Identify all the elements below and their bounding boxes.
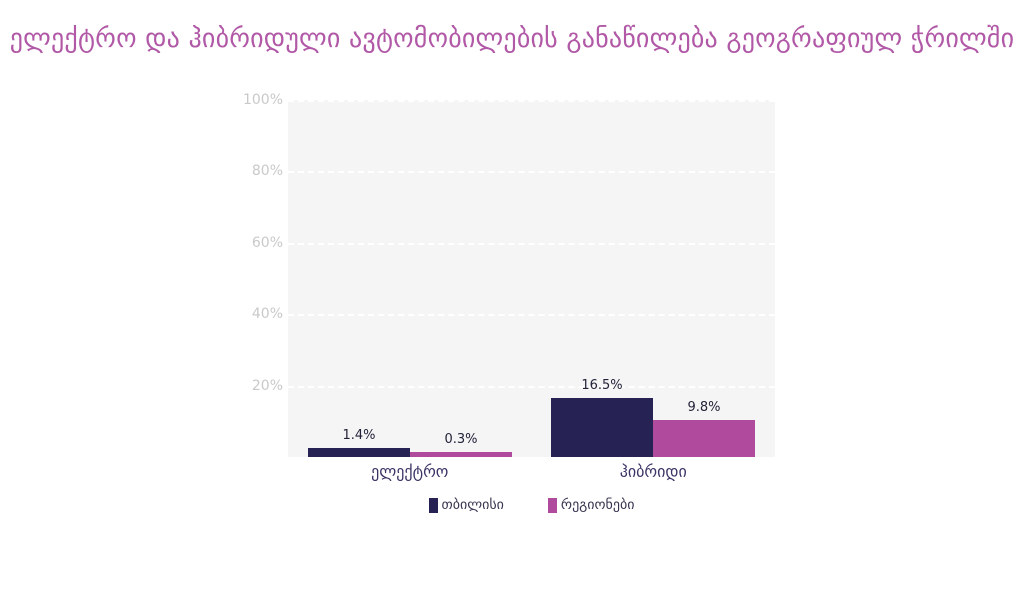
legend-label: რეგიონები <box>560 497 635 513</box>
x-category-label: ელექტრო <box>371 462 449 481</box>
bar-value-label: 16.5% <box>581 378 623 393</box>
grid-line <box>288 314 775 317</box>
y-axis-tick-label: 100% <box>242 92 283 108</box>
bar-value-label: 9.8% <box>687 400 721 415</box>
grid-line <box>288 385 775 388</box>
y-axis-tick-label: 40% <box>251 306 283 323</box>
legend-swatch <box>547 497 557 513</box>
x-category-label: ჰიბრიდი <box>619 462 687 481</box>
chart-title: ელექტრო და ჰიბრიდული ავტომობილების განაწ… <box>9 24 1015 54</box>
plot-area <box>288 100 775 457</box>
legend-item: რეგიონები <box>547 497 635 513</box>
grid-line <box>288 171 775 174</box>
legend: თბილისი რეგიონები <box>288 497 775 513</box>
bar-value-label: 0.3% <box>444 432 478 447</box>
y-axis-tick-label: 80% <box>251 163 283 180</box>
legend-swatch <box>428 497 438 513</box>
bar-value-label: 1.4% <box>342 428 376 443</box>
bar-tbilisi-1 <box>308 448 410 457</box>
bar-tbilisi-2 <box>551 398 653 457</box>
y-axis-tick-label: 60% <box>251 234 283 251</box>
grid-line <box>288 100 775 102</box>
legend-item: თბილისი <box>428 497 504 513</box>
legend-label: თბილისი <box>441 497 504 513</box>
grid-line <box>288 242 775 245</box>
y-axis-tick-label: 20% <box>251 377 283 394</box>
bar-regions-2 <box>653 420 755 457</box>
bar-regions-1 <box>410 452 512 457</box>
